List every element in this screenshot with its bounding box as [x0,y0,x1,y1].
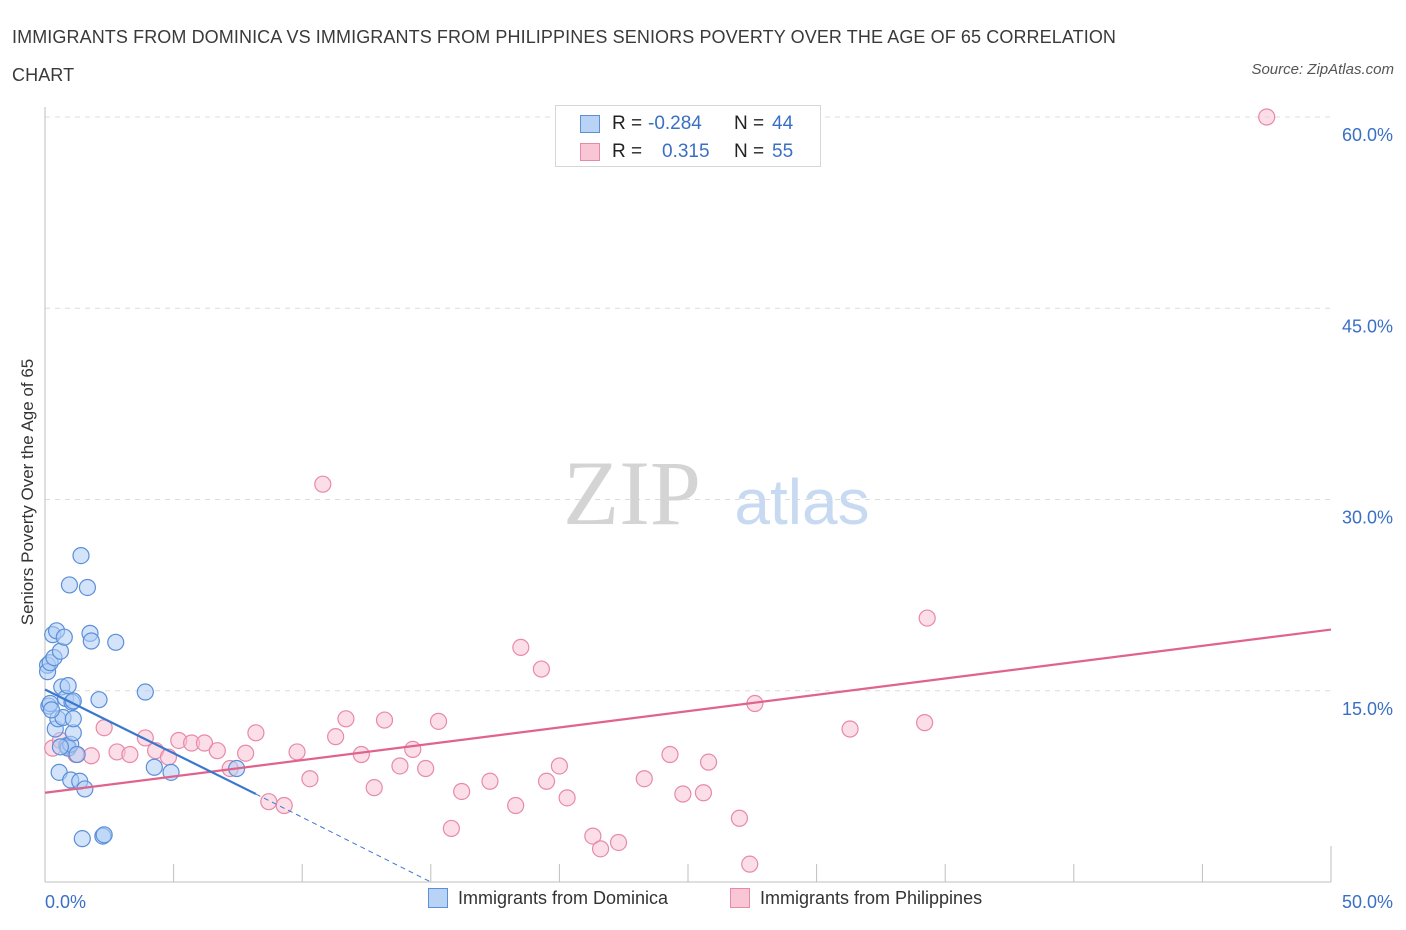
philippines-point [404,740,422,759]
axes [44,107,1332,883]
dominica-point [78,578,97,597]
dominica-trend-extension [255,793,432,883]
bottom-legend-swatch-dominica [428,888,448,908]
philippines-point [537,772,556,790]
philippines-point [674,785,692,803]
philippines-point [275,796,293,815]
philippines-point [584,827,602,845]
legend-n-label: N = [734,113,765,134]
y-tick-label: 15.0% [1342,699,1393,719]
dominica-point [82,632,100,650]
watermark-atlas: atlas [734,466,869,538]
philippines-point [741,855,759,873]
bottom-legend-label-philippines: Immigrants from Philippines [760,888,983,908]
correlation-legend: R = -0.284 N = 44 R = 0.315 N = 55 [555,105,821,167]
philippines-point [609,833,628,852]
philippines-point [1258,108,1276,126]
dominica-point [42,701,61,719]
dominica-point [73,830,91,848]
philippines-point [442,819,460,838]
bottom-legend-swatch-philippines [730,888,750,908]
dominica-point [68,745,86,764]
y-tick-label: 30.0% [1342,508,1393,528]
philippines-point [417,759,435,778]
legend-r-value: 0.315 [662,141,710,162]
legend-swatch-philippines [580,143,600,161]
philippines-point [507,796,525,815]
philippines-point [337,710,355,728]
x-tick-label: 0.0% [45,892,86,912]
dominica-point [59,677,77,695]
legend-swatch-dominica [580,115,600,133]
y-tick-label: 45.0% [1342,316,1393,336]
dominica-point [64,710,82,728]
philippines-point [237,744,255,762]
watermark-zip: ZIP [563,442,701,544]
dominica-point [60,576,79,594]
dominica-point [107,633,125,651]
dominica-point [51,738,70,756]
philippines-point [699,753,718,771]
philippines-point [918,609,936,627]
dominica-point [95,826,113,844]
dominica-point [55,628,73,646]
philippines-point [512,638,530,657]
dominica-point [90,691,108,709]
legend-r-value: -0.284 [648,113,702,134]
philippines-point [916,714,934,732]
dominica-point [145,758,163,776]
trend-lines [44,628,1332,883]
philippines-point [550,757,569,775]
philippines-point [365,779,383,797]
gridlines [45,116,1331,692]
philippines-point [82,747,100,765]
chart-title: IMMIGRANTS FROM DOMINICA VS IMMIGRANTS F… [12,27,1117,85]
philippines-point [195,734,214,752]
philippines-point [327,728,345,746]
philippines-point [429,712,448,730]
philippines-point [260,793,278,811]
philippines-trend-line [44,628,1332,794]
philippines-point [481,772,499,790]
legend-n-value: 55 [772,141,794,162]
dominica-point [136,683,154,701]
philippines-point [661,745,679,764]
philippines-point [301,770,319,788]
philippines-point [591,840,610,858]
philippines-point [352,745,370,764]
philippines-point [453,782,471,801]
legend-r-label: R = [612,113,643,134]
philippines-point [635,770,653,788]
dominica-points [38,546,246,848]
legend-n-label: N = [734,141,765,162]
source-credit: Source: ZipAtlas.com [1251,61,1394,78]
philippines-point [532,660,550,678]
philippines-point [694,784,713,802]
philippines-point [247,724,265,742]
bottom-legend-label-dominica: Immigrants from Dominica [458,888,669,908]
philippines-point [208,742,226,760]
philippines-point [730,809,749,827]
philippines-point [391,757,409,775]
dominica-point [72,546,90,565]
philippines-point [288,743,306,761]
x-tick-label: 50.0% [1342,892,1393,912]
philippines-point [314,475,332,493]
philippines-point [841,720,859,738]
legend-n-value: 44 [772,113,794,134]
philippines-point [375,711,394,729]
dominica-trend-line [44,688,257,796]
bottom-legend-dominica: Immigrants from Dominica [428,888,668,909]
tick-labels: 15.0% 30.0% 45.0% 60.0% 0.0% 50.0% [45,125,1393,912]
dominica-point [51,642,70,660]
philippines-point [121,745,139,764]
philippines-point [558,789,576,807]
watermark: ZIP atlas [563,442,870,544]
y-tick-label: 60.0% [1342,125,1393,145]
bottom-legend-philippines: Immigrants from Philippines [730,888,982,909]
legend-r-label: R = [612,141,643,162]
